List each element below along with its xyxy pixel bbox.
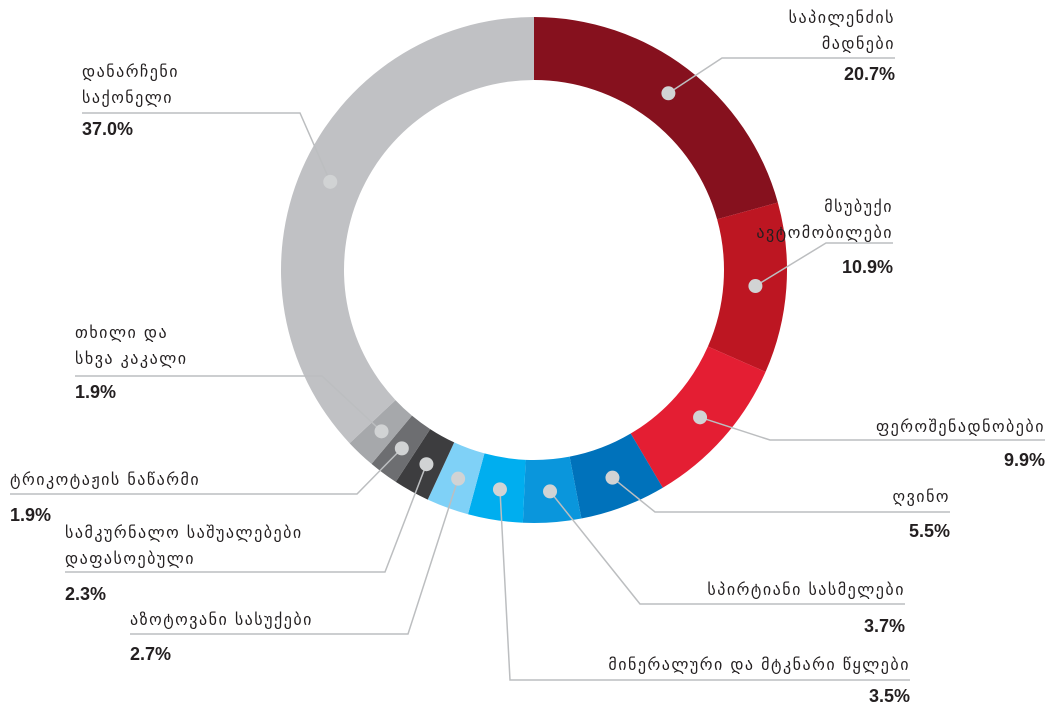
leader-dot [492,482,507,497]
leader-dot [394,441,409,456]
leader-dot [543,484,558,499]
category-label: ფეროშენადნობები [876,417,1045,436]
leader-dot [323,174,338,189]
leader-dot [661,86,676,101]
category-label: ტრიკოტაჟის ნაწარმი [10,470,200,489]
leader-line [612,477,950,513]
leader-line [755,242,893,287]
label-line: მადნები [822,34,895,53]
value-label: 37.0% [82,119,133,139]
category-label: დანარჩენი საქონელი [82,62,179,107]
value-label: 1.9% [10,505,51,525]
label-line: საპილენძის [789,8,895,27]
leader-line [699,416,1045,441]
value-label: 3.7% [864,616,905,636]
category-label: თხილი და სხვა კაკალი [75,323,188,368]
leader-dot [419,457,434,472]
leader-dot [374,424,389,439]
category-label: სამკურნალო საშუალებები დაფასოებული [65,523,303,568]
leader-line [65,463,428,573]
value-label: 2.3% [65,584,106,604]
label-line: მსუბუქი [824,197,893,216]
value-label: 3.5% [869,686,910,706]
label-line: ფეროშენადნობები [876,417,1045,436]
leader-line [549,490,905,605]
donut-segment [707,202,787,372]
label-line: დაფასოებული [65,549,195,568]
value-label: 10.9% [842,257,893,277]
leader-dot [451,471,466,486]
label-line: დანარჩენი [82,62,179,81]
leader-line [667,57,895,94]
leader-line [82,112,331,183]
label-line: ღვინო [893,487,951,506]
label-line: ტრიკოტაჟის ნაწარმი [10,470,200,489]
label-line: სხვა კაკალი [75,349,188,368]
label-line: ავტომობილები [756,223,893,242]
category-label: ღვინო [893,487,951,506]
category-label: სპირტიანი სასმელები [707,580,905,599]
label-line: სამკურნალო საშუალებები [65,523,303,542]
label-line: სპირტიანი სასმელები [707,580,905,599]
category-label: საპილენძის მადნები [789,8,895,53]
leader-line [75,375,383,432]
label-line: საქონელი [82,88,173,107]
label-line: თხილი და [75,323,168,342]
value-label: 1.9% [75,382,116,402]
leader-line [499,489,910,681]
value-label: 9.9% [1004,450,1045,470]
leader-dot [748,279,763,294]
value-label: 20.7% [844,64,895,84]
donut-segment [280,17,534,444]
value-label: 5.5% [909,521,950,541]
leader-line [130,478,459,635]
category-label: მინერალური და მტკნარი წყლები [608,655,910,674]
category-label: მსუბუქი ავტომობილები [756,197,893,242]
label-line: მინერალური და მტკნარი წყლები [608,655,910,674]
category-label: აზოტოვანი სასუქები [130,610,313,629]
leader-dot [693,410,708,425]
label-line: აზოტოვანი სასუქები [130,610,313,629]
donut-segment [534,17,778,220]
value-label: 2.7% [130,644,171,664]
leader-line [10,447,403,495]
leader-dot [605,470,620,485]
